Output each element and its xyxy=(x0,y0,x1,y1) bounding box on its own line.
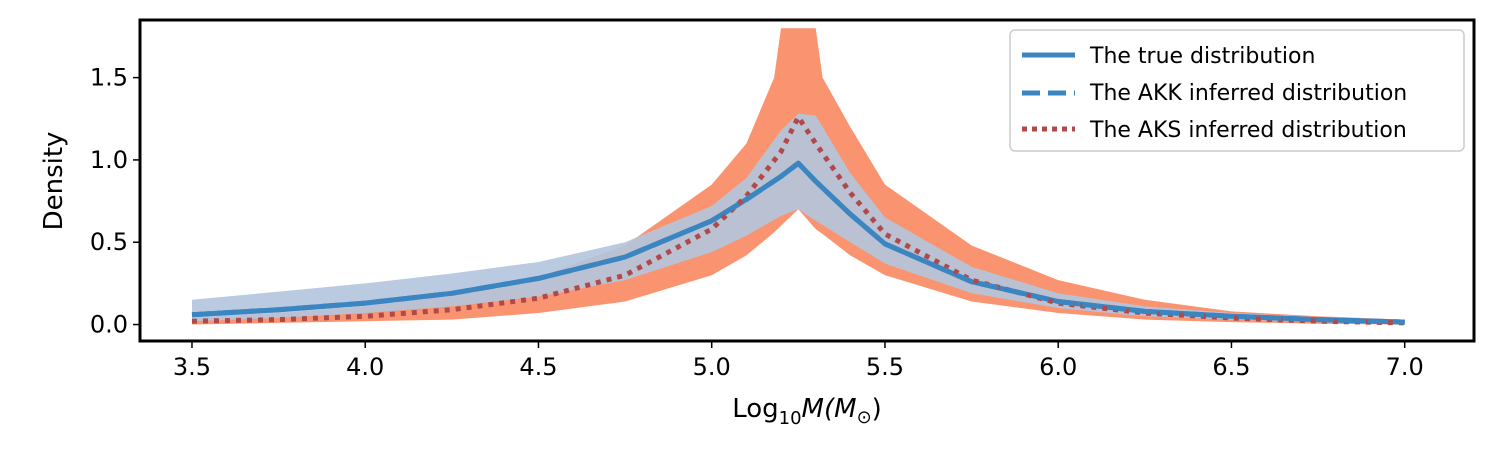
x-axis-label-sun: ⊙ xyxy=(857,407,872,428)
y-tick-label: 1.5 xyxy=(90,64,128,92)
x-tick-label: 4.0 xyxy=(346,353,384,381)
x-axis-label-prefix: Log xyxy=(732,394,778,424)
series-lines xyxy=(191,114,1405,326)
x-tick-label: 3.5 xyxy=(173,353,211,381)
x-axis-label: Log10M(M⊙) xyxy=(732,394,882,429)
x-tick-label: 7.0 xyxy=(1386,353,1424,381)
y-tick-label: 0.5 xyxy=(90,228,128,256)
x-tick-label: 5.5 xyxy=(866,353,904,381)
legend-label-true: The true distribution xyxy=(1089,44,1315,69)
x-axis-ticks: 3.5 4.0 4.5 5.0 5.5 6.0 6.5 7.0 xyxy=(173,341,1424,381)
legend: The true distribution The AKK inferred d… xyxy=(1009,29,1465,152)
y-tick-label: 1.0 xyxy=(90,146,128,174)
x-axis-label-subscript: 10 xyxy=(779,408,802,429)
y-axis-ticks: 0.0 0.5 1.0 1.5 xyxy=(90,64,140,339)
band-akk xyxy=(192,113,1405,324)
plot-frame xyxy=(138,18,1476,343)
uncertainty-bands xyxy=(192,28,1405,325)
x-tick-label: 6.0 xyxy=(1039,353,1077,381)
x-axis-label-close: ) xyxy=(872,394,882,424)
y-axis-label: Density xyxy=(39,132,69,231)
legend-label-aks: The AKS inferred distribution xyxy=(1089,118,1407,143)
x-tick-label: 4.5 xyxy=(519,353,557,381)
legend-label-akk: The AKK inferred distribution xyxy=(1089,81,1407,106)
series-line-akk xyxy=(191,160,1405,325)
y-tick-label: 0.0 xyxy=(90,311,128,339)
x-tick-label: 5.0 xyxy=(693,353,731,381)
legend-box xyxy=(1009,29,1465,152)
x-axis-label-suffix: M(M xyxy=(802,394,857,424)
x-tick-label: 6.5 xyxy=(1212,353,1250,381)
